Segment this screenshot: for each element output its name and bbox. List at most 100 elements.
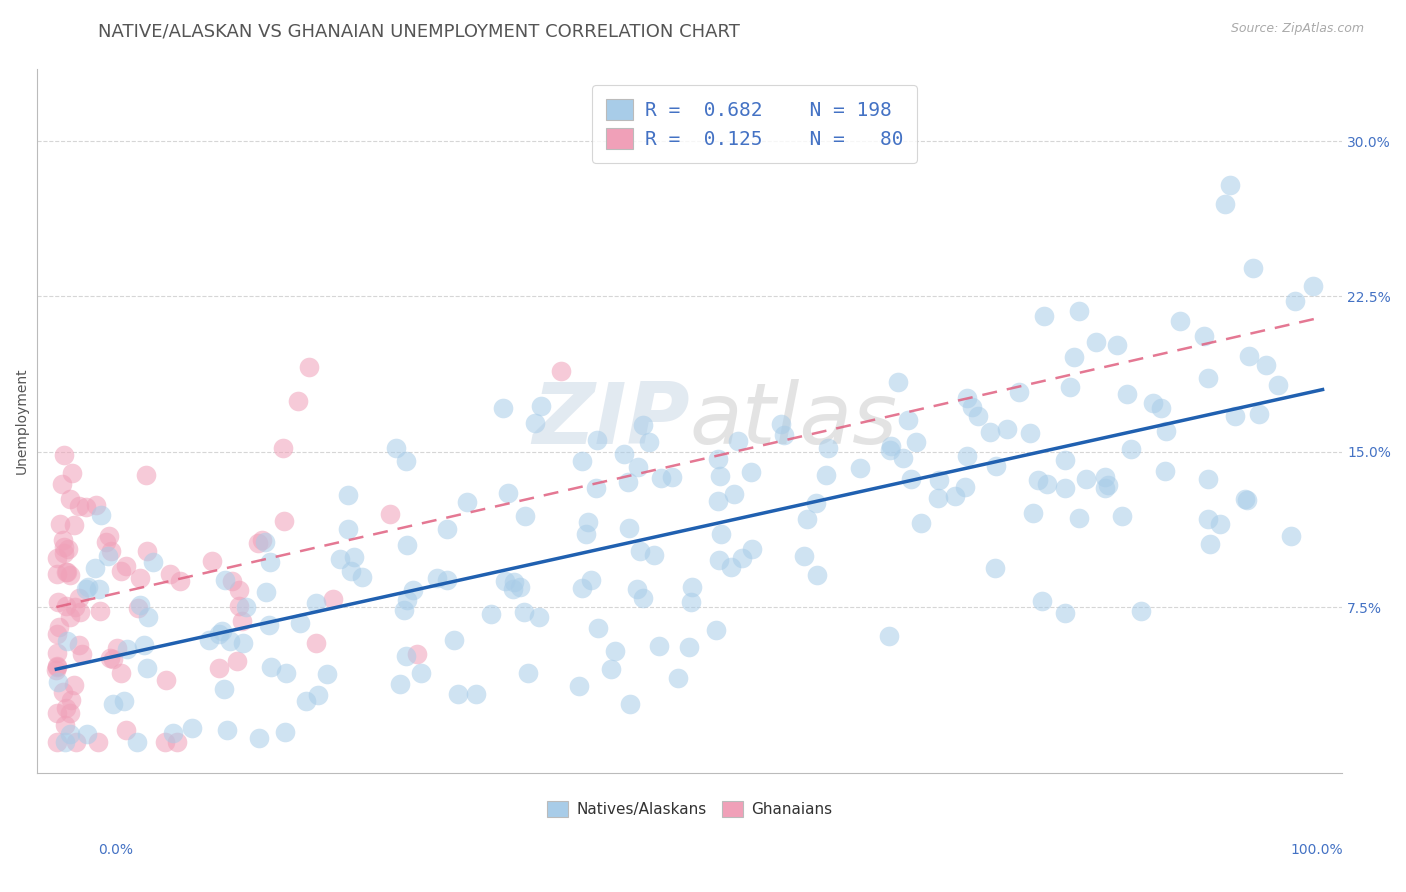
Point [53,717,76,731]
Point [136,544,159,558]
Point [389,677,412,691]
Point [814,467,837,482]
Point [89,604,111,618]
Point [1063,350,1085,364]
Point [63,600,86,615]
Point [231,614,253,628]
Point [731,551,754,566]
Point [51,477,73,491]
Point [897,413,920,427]
Point [456,495,478,509]
Point [492,401,515,415]
Point [1154,464,1177,478]
Point [352,570,374,584]
Point [956,392,979,406]
Point [1213,196,1236,211]
Point [90,508,112,522]
Point [207,627,229,641]
Point [796,512,818,526]
Text: atlas: atlas [689,379,897,462]
Point [707,493,730,508]
Point [246,536,269,550]
Point [52,533,75,547]
Point [112,694,135,708]
Point [221,574,243,588]
Point [340,564,363,578]
Point [600,662,623,676]
Point [295,693,318,707]
Point [524,416,547,430]
Point [1031,594,1053,608]
Point [155,673,177,687]
Point [254,584,277,599]
Point [180,721,202,735]
Point [741,541,763,556]
Point [53,734,76,748]
Point [215,723,238,737]
Point [516,665,538,680]
Point [411,665,433,680]
Point [307,688,329,702]
Point [1192,328,1215,343]
Point [984,458,1007,473]
Point [464,687,486,701]
Point [806,568,828,582]
Point [586,433,609,447]
Point [56,541,79,556]
Point [1256,358,1278,372]
Point [46,675,69,690]
Point [46,734,69,748]
Point [60,466,83,480]
Point [142,555,165,569]
Point [207,661,229,675]
Point [336,522,359,536]
Point [232,635,254,649]
Point [46,706,69,720]
Point [84,498,107,512]
Point [135,661,157,675]
Point [1097,478,1119,492]
Point [943,489,966,503]
Point [45,663,67,677]
Point [59,610,82,624]
Point [235,600,257,615]
Point [648,640,671,654]
Point [87,582,110,596]
Point [1150,401,1173,415]
Point [1111,508,1133,523]
Point [893,451,915,466]
Point [498,485,520,500]
Point [55,565,77,579]
Point [226,654,249,668]
Point [115,723,138,737]
Point [1130,604,1153,618]
Point [343,549,366,564]
Point [575,527,598,541]
Point [59,706,82,721]
Point [887,376,910,390]
Point [128,598,150,612]
Point [804,496,827,510]
Point [115,559,138,574]
Point [46,659,69,673]
Point [666,671,689,685]
Point [201,554,224,568]
Point [159,567,181,582]
Point [627,459,650,474]
Point [385,441,408,455]
Point [773,427,796,442]
Point [527,610,550,624]
Point [65,734,87,748]
Point [1197,512,1219,526]
Point [69,605,91,619]
Point [637,435,659,450]
Text: 100.0%: 100.0% [1291,843,1343,857]
Point [49,516,72,531]
Point [396,538,419,552]
Point [395,593,418,607]
Point [617,521,640,535]
Point [46,627,69,641]
Point [1208,516,1230,531]
Text: 0.0%: 0.0% [98,843,134,857]
Point [1032,309,1054,323]
